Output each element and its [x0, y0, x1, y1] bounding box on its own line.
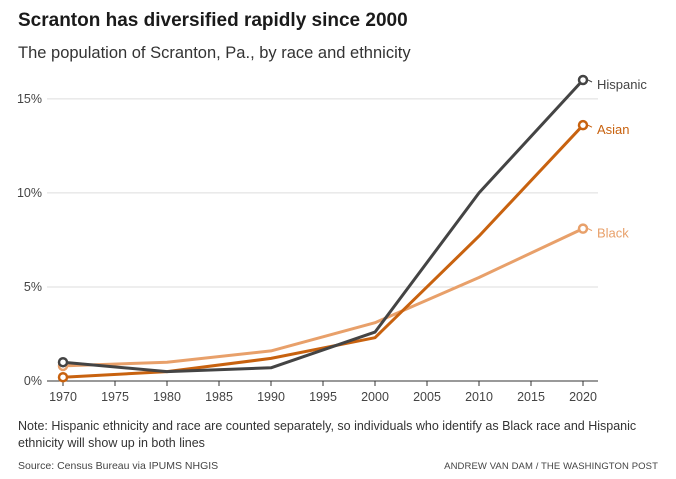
- credit-text: ANDREW VAN DAM / THE WASHINGTON POST: [444, 461, 658, 472]
- series-line-asian: [61, 123, 585, 379]
- x-tick-label: 2000: [361, 390, 389, 404]
- series-markers: [57, 74, 589, 383]
- series-labels: Black Asian Hispanic: [587, 77, 647, 241]
- x-tick-label: 2015: [517, 390, 545, 404]
- y-axis: 0% 5% 10% 15%: [17, 92, 42, 388]
- series-label-black: Black: [597, 226, 629, 241]
- x-tick-label: 1995: [309, 390, 337, 404]
- y-tick-label: 10%: [17, 186, 42, 200]
- series-marker-black: [577, 223, 589, 234]
- series-line-black: [61, 227, 585, 368]
- series-marker-asian: [57, 371, 69, 383]
- x-tick-label: 1985: [205, 390, 233, 404]
- chart-title: Scranton has diversified rapidly since 2…: [18, 10, 408, 31]
- x-tick-label: 1975: [101, 390, 129, 404]
- series-marker-asian: [577, 119, 589, 131]
- source-text: Source: Census Bureau via IPUMS NHGIS: [18, 460, 219, 472]
- series-marker-hispanic: [57, 356, 69, 368]
- label-leader: [587, 79, 593, 83]
- x-tick-label: 2010: [465, 390, 493, 404]
- x-tick-label: 2020: [569, 390, 597, 404]
- series-line-hispanic: [61, 78, 585, 374]
- label-leader: [587, 228, 593, 232]
- series-marker-hispanic: [577, 74, 589, 86]
- y-tick-label: 5%: [24, 280, 42, 294]
- chart-note: Note: Hispanic ethnicity and race are co…: [18, 419, 637, 450]
- gridlines: [47, 98, 598, 288]
- x-axis: 1970 1975 1980 1985 1990 1995 2000 2005 2010 2015…: [47, 380, 598, 404]
- y-tick-label: 15%: [17, 92, 42, 106]
- x-tick-label: 1970: [49, 390, 77, 404]
- chart-subtitle: The population of Scranton, Pa., by race…: [18, 44, 411, 62]
- series-lines: [61, 78, 585, 379]
- series-label-hispanic: Hispanic: [597, 77, 647, 92]
- x-tick-label: 2005: [413, 390, 441, 404]
- label-leader: [587, 124, 593, 128]
- x-tick-label: 1990: [257, 390, 285, 404]
- y-tick-label: 0%: [24, 374, 42, 388]
- series-label-asian: Asian: [597, 122, 630, 137]
- x-tick-label: 1980: [153, 390, 181, 404]
